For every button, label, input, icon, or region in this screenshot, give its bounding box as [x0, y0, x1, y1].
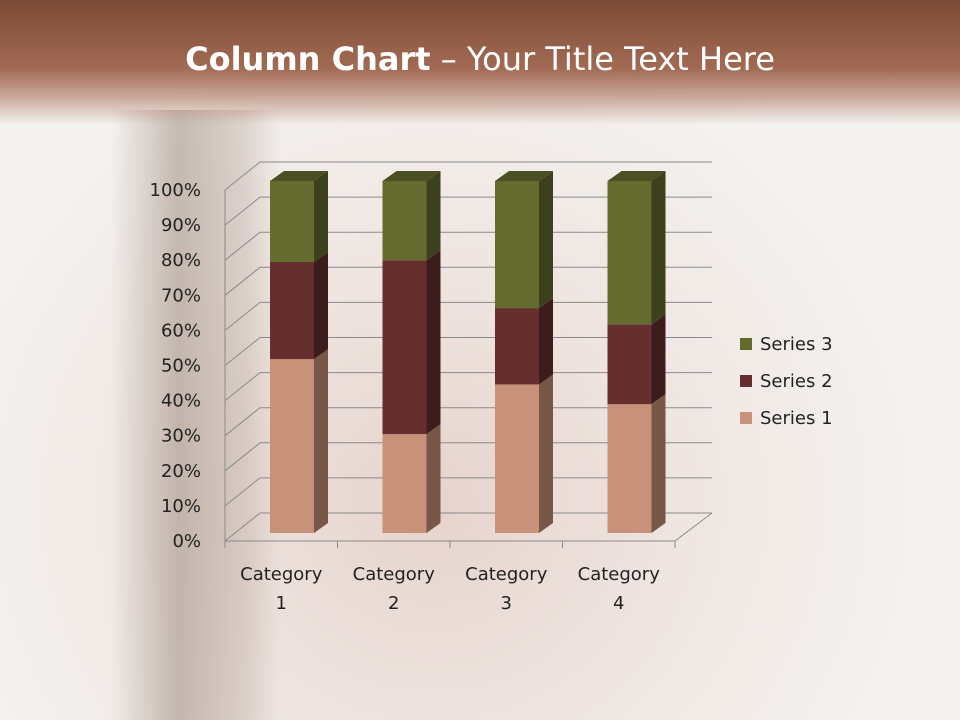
x-category-label: Category — [353, 564, 436, 585]
gridline — [224, 477, 712, 507]
bar-top — [270, 171, 328, 181]
gridline — [224, 372, 712, 401]
bar-segment — [607, 324, 652, 405]
bar-top — [382, 171, 441, 181]
bar-side — [539, 171, 553, 309]
y-tick-label: 90% — [161, 215, 201, 236]
bar-segment — [607, 404, 652, 533]
bar-side — [539, 298, 553, 385]
bar-segment — [382, 181, 427, 261]
bar-segment — [270, 359, 314, 533]
bar-side — [314, 251, 328, 360]
x-category-label: 3 — [501, 593, 512, 614]
legend-swatch — [740, 412, 752, 424]
title-band — [0, 0, 960, 125]
gridline — [224, 266, 712, 296]
y-tick-label: 10% — [161, 496, 201, 517]
x-category-label: Category — [578, 564, 661, 585]
bar-side — [426, 250, 441, 435]
bar-side — [314, 171, 328, 262]
y-tick-label: 50% — [161, 356, 201, 377]
x-category-label: 1 — [276, 593, 287, 614]
legend-label: Series 2 — [760, 371, 833, 392]
bar-side — [651, 394, 666, 533]
bar-segment — [270, 181, 314, 262]
title-rest: – Your Title Text Here — [430, 40, 775, 78]
bar-side — [539, 374, 553, 533]
bar-side — [426, 424, 441, 533]
bar-side — [651, 314, 666, 405]
legend-label: Series 3 — [760, 334, 833, 355]
bar-side — [426, 171, 441, 261]
y-tick-label: 100% — [150, 180, 201, 201]
y-tick-label: 0% — [172, 531, 201, 552]
bar-segment — [495, 308, 539, 385]
gridline — [224, 512, 712, 542]
bar-segment — [495, 384, 539, 533]
legend-swatch — [740, 338, 752, 350]
y-tick-label: 80% — [161, 250, 201, 271]
x-category-label: 2 — [388, 593, 399, 614]
gridline — [224, 161, 712, 191]
legend-label: Series 1 — [760, 408, 833, 429]
x-category-label: Category — [240, 564, 323, 585]
x-category-label: 4 — [613, 593, 624, 614]
gridline — [224, 442, 712, 472]
bar-segment — [382, 434, 427, 533]
bar-segment — [382, 260, 427, 435]
legend-swatch — [740, 375, 752, 387]
gridline — [224, 196, 712, 226]
y-tick-label: 20% — [161, 461, 201, 482]
gridline — [224, 231, 712, 261]
y-tick-label: 70% — [161, 285, 201, 306]
gridline — [224, 301, 712, 331]
bar-segment — [495, 181, 539, 309]
bar-segment — [607, 181, 652, 325]
bar-segment — [270, 261, 314, 360]
title-bold: Column Chart — [185, 40, 431, 78]
bar-side — [651, 171, 666, 325]
gridline — [224, 337, 712, 366]
gridline — [224, 407, 712, 437]
slide-title: Column Chart – Your Title Text Here — [0, 40, 960, 78]
x-category-label: Category — [465, 564, 548, 585]
bar-side — [314, 349, 328, 533]
bar-top — [495, 171, 553, 181]
bar-top — [607, 171, 666, 181]
y-tick-label: 40% — [161, 391, 201, 412]
y-tick-label: 60% — [161, 320, 201, 341]
y-tick-label: 30% — [161, 426, 201, 447]
